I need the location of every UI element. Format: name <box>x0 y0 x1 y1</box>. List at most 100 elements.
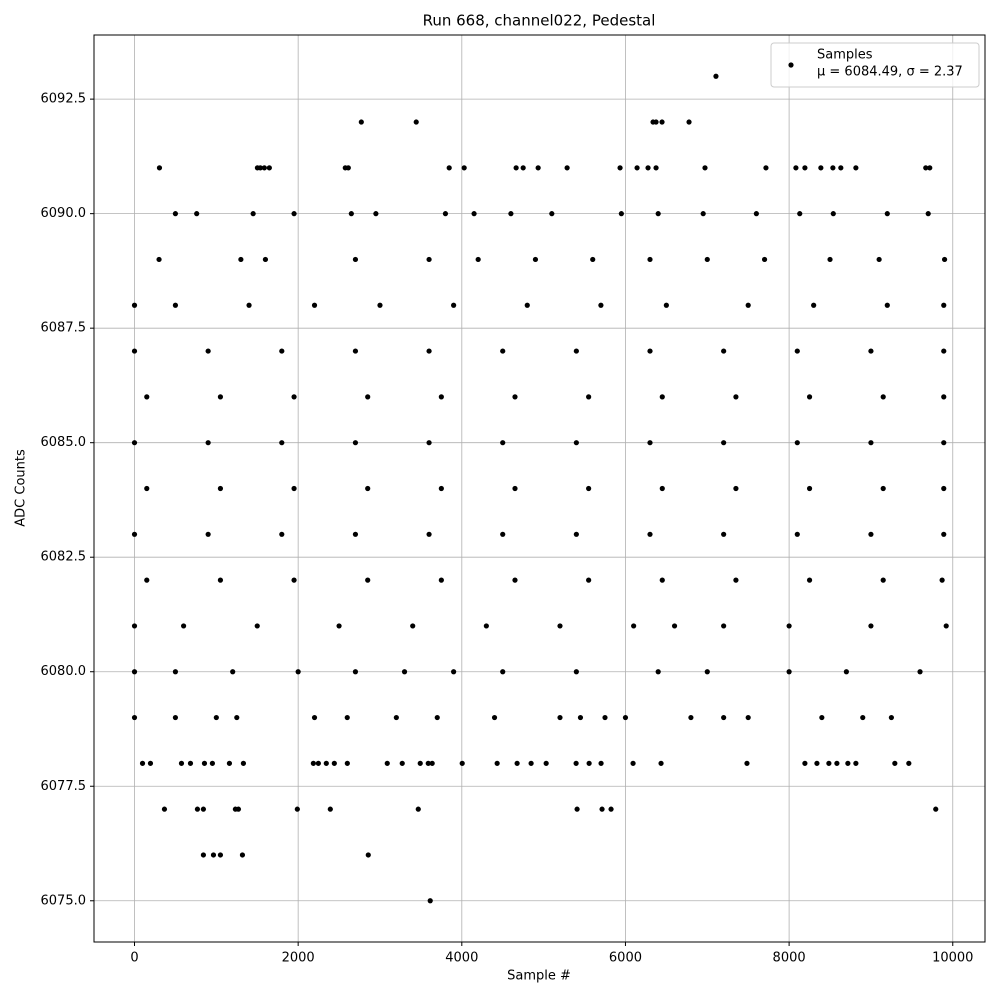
point <box>323 760 329 766</box>
point <box>941 302 947 308</box>
point <box>410 623 416 629</box>
point <box>806 394 813 400</box>
point <box>843 669 849 675</box>
point <box>574 806 580 812</box>
point <box>156 256 162 263</box>
point <box>315 760 321 766</box>
point <box>384 760 390 766</box>
point <box>830 211 836 217</box>
point <box>352 256 359 263</box>
point <box>826 760 832 766</box>
point <box>721 531 727 537</box>
point <box>365 394 371 400</box>
point <box>564 165 570 171</box>
point <box>180 623 187 629</box>
point <box>205 531 211 537</box>
point <box>586 394 592 400</box>
point <box>438 485 444 492</box>
point <box>377 302 383 308</box>
point <box>573 669 579 675</box>
point <box>210 852 217 858</box>
point <box>806 485 813 492</box>
point <box>520 165 526 171</box>
point <box>442 211 449 217</box>
point <box>721 348 727 354</box>
point <box>906 760 912 766</box>
y-tick-label: 6082.5 <box>41 550 87 565</box>
point <box>884 211 890 217</box>
point <box>659 119 665 125</box>
point <box>373 211 379 217</box>
point <box>634 165 640 171</box>
point <box>352 669 359 675</box>
point <box>279 531 285 537</box>
legend-label: Samples <box>817 48 873 63</box>
point <box>187 760 194 766</box>
point <box>819 714 825 721</box>
point <box>365 852 371 858</box>
point <box>941 394 947 400</box>
point <box>838 165 844 171</box>
point <box>868 623 874 629</box>
point <box>702 165 708 171</box>
point <box>535 165 541 171</box>
point <box>763 165 769 171</box>
point <box>880 485 886 492</box>
point <box>941 531 947 537</box>
point <box>352 440 359 446</box>
point <box>139 760 146 766</box>
point <box>494 760 500 766</box>
point <box>513 165 519 171</box>
point <box>234 714 240 721</box>
point <box>880 577 886 583</box>
point <box>923 165 929 171</box>
point <box>483 623 489 629</box>
point <box>399 760 405 766</box>
point <box>413 119 419 125</box>
y-tick-label: 6090.0 <box>41 206 87 221</box>
point <box>327 806 333 812</box>
point <box>426 348 432 354</box>
point <box>618 211 624 217</box>
point <box>884 302 890 308</box>
y-tick-label: 6092.5 <box>41 92 87 107</box>
point <box>617 165 623 171</box>
point <box>645 165 651 171</box>
point <box>590 256 596 263</box>
point <box>608 806 614 812</box>
point <box>156 165 163 171</box>
point <box>786 623 792 629</box>
point <box>172 669 179 675</box>
point <box>761 256 768 263</box>
point <box>295 669 301 675</box>
point <box>172 714 179 721</box>
point <box>172 211 179 217</box>
point <box>794 348 800 354</box>
point <box>291 577 297 583</box>
point <box>512 485 518 492</box>
point <box>806 577 813 583</box>
point <box>892 760 898 766</box>
point <box>659 577 665 583</box>
point <box>631 623 637 629</box>
point <box>331 760 337 766</box>
x-tick-label: 0 <box>130 951 138 966</box>
plot-frame <box>93 34 986 943</box>
point <box>733 394 739 400</box>
point <box>250 211 256 217</box>
point <box>543 760 549 766</box>
point <box>365 577 371 583</box>
point <box>573 440 579 446</box>
point <box>659 485 665 492</box>
point <box>240 760 247 766</box>
y-tick-label: 6075.0 <box>41 893 87 908</box>
point <box>586 485 592 492</box>
point <box>745 714 751 721</box>
point <box>827 256 833 263</box>
point <box>131 714 138 721</box>
point <box>500 531 506 537</box>
point <box>653 165 659 171</box>
point <box>200 806 207 812</box>
point <box>941 440 947 446</box>
point <box>425 760 431 766</box>
